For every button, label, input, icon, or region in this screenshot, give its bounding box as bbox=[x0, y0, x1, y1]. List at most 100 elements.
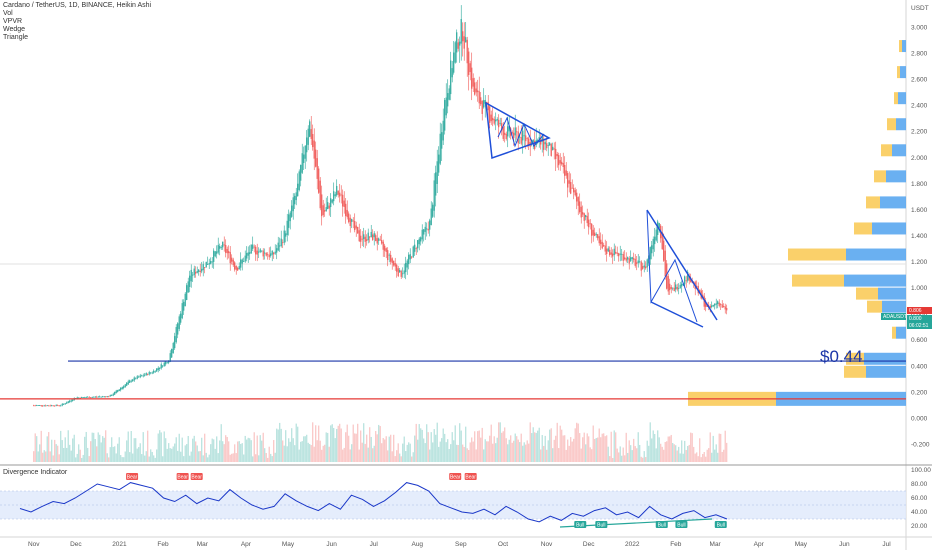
time-tick-label: Jul bbox=[370, 541, 379, 548]
candle-body bbox=[661, 231, 663, 250]
candle-body bbox=[642, 266, 644, 269]
candle-body bbox=[619, 253, 621, 255]
volume-bar bbox=[576, 422, 578, 462]
volume-bar bbox=[316, 440, 318, 462]
candle-body bbox=[211, 261, 213, 263]
time-tick-label: Nov bbox=[541, 541, 553, 548]
candle-body bbox=[441, 132, 443, 149]
volume-bar bbox=[532, 427, 534, 462]
study-vol[interactable]: Vol bbox=[3, 10, 13, 17]
study-vpvr[interactable]: VPVR bbox=[3, 18, 23, 25]
candle-body bbox=[141, 375, 143, 377]
candle-body bbox=[60, 405, 62, 407]
vpvr-up-bar bbox=[896, 326, 906, 339]
candle-body bbox=[427, 228, 429, 231]
candle-body bbox=[219, 246, 221, 249]
volume-bar bbox=[709, 432, 711, 462]
volume-bar bbox=[333, 427, 335, 462]
volume-bar bbox=[381, 443, 383, 462]
volume-bar bbox=[276, 428, 278, 462]
price-tick-label: 0.200 bbox=[911, 389, 928, 396]
candle-body bbox=[430, 208, 432, 226]
chart-title[interactable]: Cardano / TetherUS, 1D, BINANCE, Heikin … bbox=[3, 2, 152, 9]
candle-body bbox=[628, 258, 630, 264]
candle-body bbox=[121, 386, 123, 390]
volume-bar bbox=[252, 456, 254, 462]
candle-body bbox=[690, 278, 692, 282]
study-wedge[interactable]: Wedge bbox=[3, 26, 26, 33]
candle-body bbox=[127, 381, 129, 385]
volume-bar bbox=[558, 448, 560, 462]
volume-bar bbox=[355, 433, 357, 462]
volume-bar bbox=[492, 443, 494, 462]
candle-body bbox=[561, 161, 563, 165]
candle-body bbox=[93, 396, 95, 398]
candle-body bbox=[465, 37, 467, 43]
study-triangle[interactable]: Triangle bbox=[3, 34, 29, 41]
candle-body bbox=[180, 313, 182, 323]
candle-body bbox=[40, 405, 42, 406]
volume-bar bbox=[127, 431, 129, 462]
volume-bar bbox=[346, 424, 348, 462]
volume-bar bbox=[375, 430, 377, 462]
bear-signal-label: Bear bbox=[191, 475, 202, 481]
indicator-title[interactable]: Divergence Indicator bbox=[3, 469, 68, 476]
volume-bar bbox=[286, 446, 288, 462]
volume-bar bbox=[349, 449, 351, 462]
candle-body bbox=[559, 160, 561, 164]
candle-body bbox=[321, 194, 323, 217]
candle-body bbox=[436, 161, 438, 184]
price-tick-label: 3.000 bbox=[911, 25, 928, 32]
volume-bar bbox=[187, 435, 189, 462]
candle-body bbox=[334, 194, 336, 197]
candle-body bbox=[153, 370, 155, 373]
candle-body bbox=[639, 261, 641, 263]
volume-bar bbox=[123, 457, 125, 462]
candle-body bbox=[255, 246, 257, 255]
candle-body bbox=[234, 262, 236, 270]
volume-bar bbox=[646, 440, 648, 462]
candle-body bbox=[274, 251, 276, 254]
candle-body bbox=[187, 281, 189, 293]
triangle-pattern bbox=[485, 101, 551, 160]
volume-bar bbox=[589, 447, 591, 462]
volume-bar bbox=[481, 427, 483, 462]
candle-body bbox=[547, 145, 549, 147]
candle-body bbox=[570, 182, 572, 194]
time-tick-label: Dec bbox=[70, 541, 82, 548]
candle-body bbox=[331, 199, 333, 203]
candle-body bbox=[277, 242, 279, 251]
candle-body bbox=[69, 400, 71, 403]
price-tick-label: 2.200 bbox=[911, 129, 928, 136]
volume-bar bbox=[714, 449, 716, 462]
candle-body bbox=[108, 396, 110, 398]
volume-bar bbox=[220, 424, 222, 462]
candle-body bbox=[97, 396, 99, 398]
volume-bar bbox=[408, 442, 410, 462]
volume-bar bbox=[211, 438, 213, 462]
volume-bar bbox=[516, 436, 518, 462]
volume-bar bbox=[219, 440, 221, 462]
candle-body bbox=[507, 126, 509, 137]
candle-body bbox=[87, 396, 89, 398]
candle-body bbox=[571, 187, 573, 189]
candle-body bbox=[181, 303, 183, 319]
volume-bar bbox=[225, 435, 227, 462]
volume-bar bbox=[517, 439, 519, 462]
volume-bar bbox=[688, 444, 690, 462]
volume-bar bbox=[324, 444, 326, 462]
price-tick-label: 2.600 bbox=[911, 77, 928, 84]
candle-body bbox=[550, 144, 552, 156]
candle-body bbox=[105, 396, 107, 398]
volume-bar bbox=[295, 423, 297, 462]
vpvr-up-bar bbox=[892, 144, 906, 157]
candle-body bbox=[333, 191, 335, 202]
volume-bar bbox=[367, 447, 369, 462]
candle-body bbox=[462, 31, 464, 42]
candle-body bbox=[522, 130, 524, 141]
candle-body bbox=[336, 185, 338, 196]
candle-body bbox=[295, 192, 297, 201]
volume-bar bbox=[591, 449, 593, 462]
